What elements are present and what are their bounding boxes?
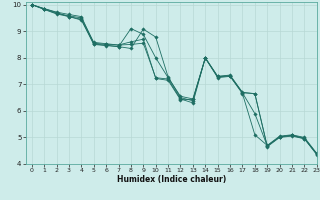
- X-axis label: Humidex (Indice chaleur): Humidex (Indice chaleur): [116, 175, 226, 184]
